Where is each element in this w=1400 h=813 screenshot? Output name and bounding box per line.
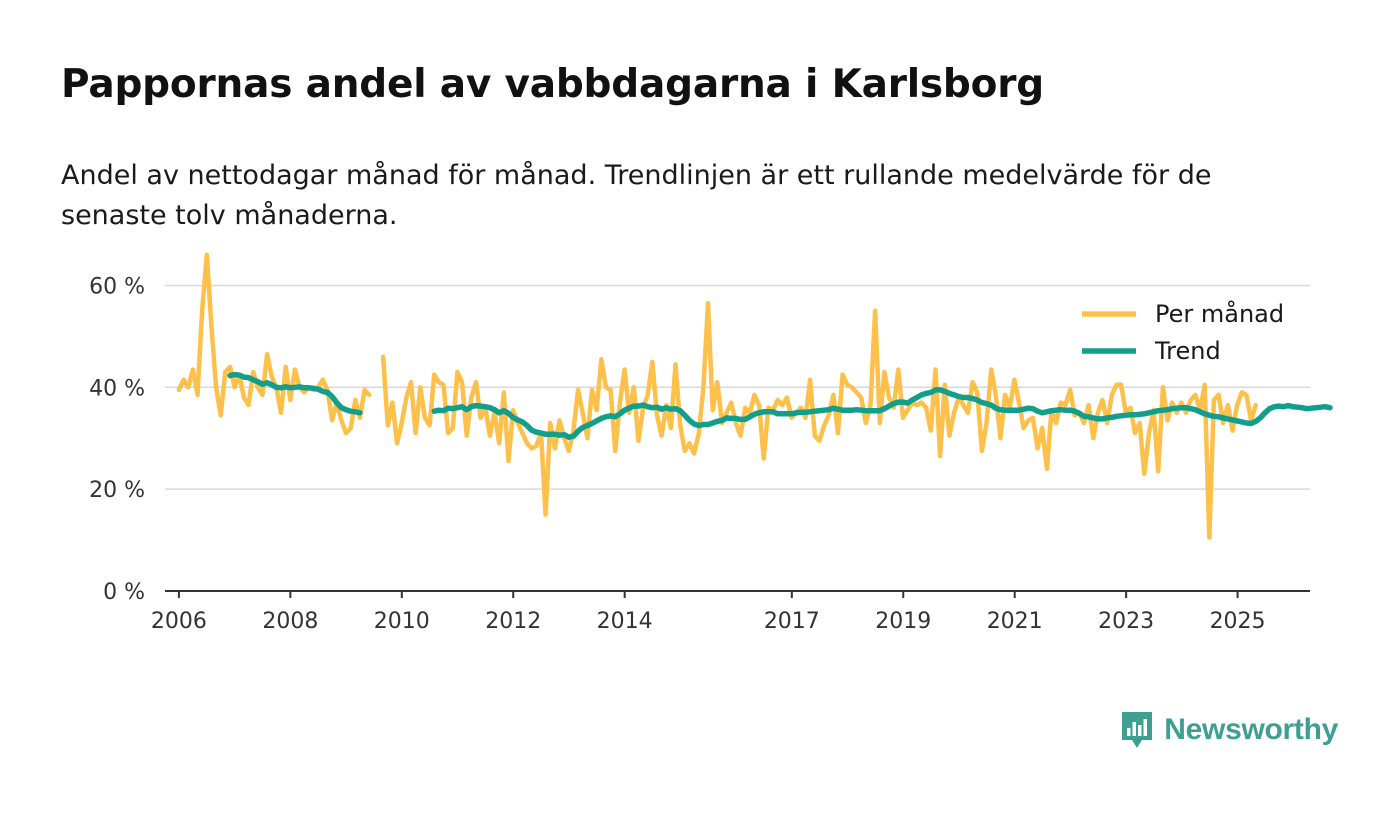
x-tick-label: 2017 [764, 609, 820, 634]
x-tick-label: 2010 [374, 609, 430, 634]
chart-title: Pappornas andel av vabbdagarna i Karlsbo… [61, 62, 1044, 107]
chart-subtitle: Andel av nettodagar månad för månad. Tre… [61, 160, 1212, 231]
legend-label: Trend [1154, 337, 1221, 365]
line-chart: 0 % 20 % 40 % 60 % 2006 2008 2010 2012 2014 2017… [89, 252, 1333, 634]
series-line-trend [227, 371, 1333, 440]
x-tick-label: 2021 [987, 609, 1043, 634]
brand-logo: Newsworthy [1120, 710, 1338, 750]
y-tick-label: 40 % [89, 376, 145, 401]
x-tick-label: 2006 [151, 609, 207, 634]
x-tick-label: 2008 [262, 609, 318, 634]
gridlines [165, 284, 1310, 592]
x-tick-label: 2012 [485, 609, 541, 634]
legend-background [1074, 294, 1296, 366]
x-tick-label: 2023 [1098, 609, 1154, 634]
x-tick-label: 2019 [875, 609, 931, 634]
y-tick-label: 60 % [89, 274, 145, 299]
y-tick-label: 20 % [89, 478, 145, 503]
newsworthy-logo-icon [1122, 712, 1153, 748]
series-lines [176, 252, 1333, 540]
y-tick-label: 0 % [103, 580, 145, 605]
brand-name: Newsworthy [1164, 713, 1338, 746]
y-axis-tick-labels: 0 % 20 % 40 % 60 % [89, 274, 145, 605]
x-tick-label: 2014 [597, 609, 653, 634]
legend: Per månad Trend [1074, 294, 1296, 366]
x-axis-tick-labels: 2006 2008 2010 2012 2014 2017 2019 2021 2023 2025 [151, 591, 1266, 634]
legend-label: Per månad [1155, 299, 1284, 328]
x-tick-label: 2025 [1210, 609, 1266, 634]
